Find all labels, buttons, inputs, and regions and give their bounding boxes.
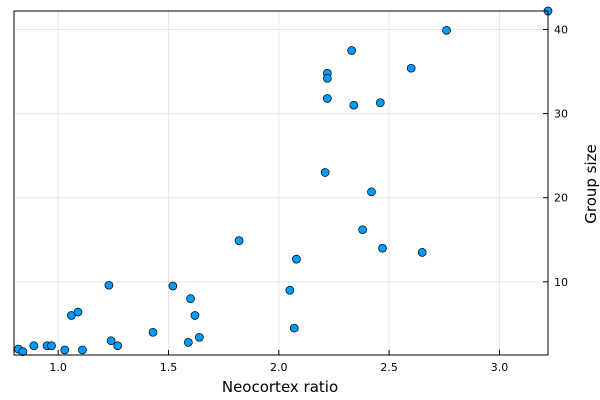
- x-tick-label: 2.0: [270, 361, 288, 374]
- data-point: [322, 94, 332, 103]
- x-axis-ticks: 1.0 1.5 2.0 2.5 3.0: [49, 350, 508, 374]
- x-tick-label: 1.0: [49, 361, 67, 374]
- data-point: [113, 341, 123, 351]
- data-point: [347, 46, 356, 55]
- data-point: [285, 285, 295, 295]
- x-tick-label: 1.5: [160, 361, 178, 374]
- data-point: [367, 187, 376, 197]
- y-tick-label: 20: [554, 192, 568, 205]
- data-point: [148, 327, 158, 337]
- data-point: [349, 100, 359, 110]
- data-point: [289, 323, 299, 333]
- data-point: [320, 168, 330, 177]
- data-point: [358, 225, 367, 235]
- data-point: [18, 347, 28, 356]
- plot-frame: [13, 10, 549, 356]
- data-point: [60, 345, 70, 355]
- data-point: [106, 336, 116, 346]
- grid-lines: [14, 11, 548, 355]
- data-point: [29, 341, 39, 351]
- data-point: [322, 73, 332, 83]
- data-point: [375, 98, 385, 108]
- data-point: [104, 280, 114, 290]
- data-points: [14, 6, 553, 356]
- data-point: [168, 281, 178, 291]
- data-point: [190, 311, 200, 320]
- x-axis-title: Neocortex ratio: [222, 378, 338, 396]
- y-tick-label: 10: [554, 276, 568, 289]
- y-tick-label: 30: [554, 108, 568, 121]
- y-axis-ticks: 10 20 30 40: [543, 24, 568, 289]
- data-point: [73, 307, 83, 317]
- data-point: [442, 25, 451, 35]
- data-point: [186, 294, 195, 303]
- data-point: [292, 254, 301, 264]
- data-point: [234, 236, 244, 245]
- data-point: [406, 63, 416, 73]
- data-point: [47, 341, 56, 351]
- y-axis-title: Group size: [582, 144, 600, 224]
- data-point: [183, 338, 193, 347]
- x-tick-label: 3.0: [491, 361, 509, 374]
- y-tick-label: 40: [554, 24, 568, 37]
- x-tick-label: 2.5: [380, 361, 398, 374]
- data-point: [78, 345, 87, 355]
- data-point: [378, 243, 387, 253]
- data-point: [195, 332, 204, 342]
- data-point: [417, 248, 427, 257]
